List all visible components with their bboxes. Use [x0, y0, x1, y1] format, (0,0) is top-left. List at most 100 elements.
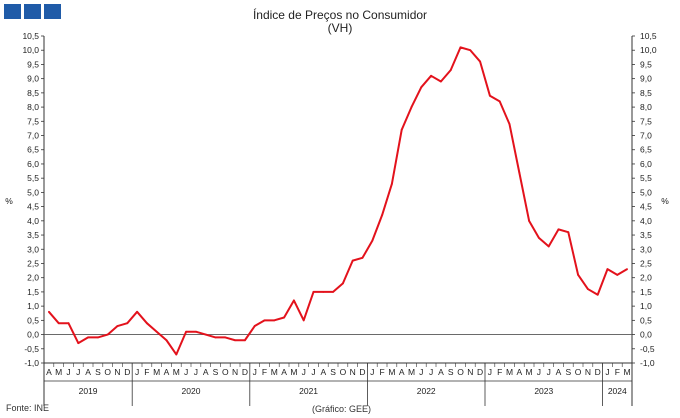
month-tick-label: D: [359, 367, 365, 377]
data-point: [577, 273, 579, 276]
y-tick-label-left: 9,5: [27, 59, 39, 69]
month-tick-label: M: [408, 367, 415, 377]
y-tick-label-left: 3,0: [27, 244, 39, 254]
month-tick-label: S: [95, 367, 101, 377]
data-point: [469, 49, 472, 52]
source-note: Fonte: INE: [6, 403, 50, 413]
month-tick-label: M: [506, 367, 513, 377]
y-tick-label-right: 5,5: [640, 173, 652, 183]
data-point: [410, 106, 413, 108]
y-tick-label-right: 3,0: [640, 244, 652, 254]
month-tick-label: A: [85, 367, 91, 377]
y-tick-label-left: 5,0: [27, 187, 39, 197]
y-tick-label-left: 7,0: [27, 131, 39, 141]
data-point: [420, 86, 423, 89]
data-point: [293, 299, 295, 302]
data-point: [547, 245, 550, 248]
year-tick-label: 2020: [182, 386, 201, 396]
month-tick-label: F: [144, 367, 149, 377]
month-tick-label: D: [242, 367, 248, 377]
data-point: [508, 123, 511, 126]
month-tick-label: A: [164, 367, 170, 377]
month-tick-label: J: [547, 367, 551, 377]
data-point: [332, 291, 334, 293]
data-point: [489, 94, 491, 97]
data-point: [244, 339, 246, 342]
y-axis-right: -1,0 -0,5 0,0 0,5 1,0 1,5 2,0 2,5 3,0 3,5 4,0 4,5 5,…: [632, 31, 669, 368]
data-point: [498, 100, 501, 103]
data-point: [224, 336, 227, 339]
year-tick-label: 2019: [79, 386, 98, 396]
data-point: [449, 69, 452, 72]
month-tick-label: J: [311, 367, 315, 377]
data-point: [116, 325, 119, 327]
data-point: [626, 268, 628, 271]
y-tick-label-left: 4,0: [27, 216, 39, 226]
month-tick-label: F: [262, 367, 267, 377]
month-tick-label: J: [66, 367, 70, 377]
y-tick-label-left: 0,0: [27, 330, 39, 340]
month-tick-label: M: [55, 367, 62, 377]
y-tick-label-left: 5,5: [27, 173, 39, 183]
data-point: [361, 256, 364, 259]
y-tick-label-right: 2,0: [640, 273, 652, 283]
y-axis-label-right: %: [661, 196, 669, 206]
data-point: [185, 330, 188, 333]
year-tick-label: 2022: [417, 386, 436, 396]
data-point: [283, 316, 285, 319]
y-axis-left: -1,0 -0,5 0,0 0,5 1,0 1,5 2,0 2,5 3,0 3,5 4,0 4,5 5,…: [5, 31, 44, 368]
logo-block: [44, 4, 61, 19]
data-point: [400, 128, 403, 131]
month-tick-label: N: [114, 367, 120, 377]
data-point: [351, 259, 354, 262]
month-tick-label: D: [124, 367, 130, 377]
month-tick-label: O: [222, 367, 229, 377]
month-tick-label: A: [516, 367, 522, 377]
data-point: [165, 339, 168, 342]
month-tick-label: J: [370, 367, 374, 377]
y-tick-label-left: 6,0: [27, 159, 39, 169]
month-tick-label: A: [203, 367, 209, 377]
data-point: [430, 74, 432, 77]
y-tick-label-right: 1,5: [640, 287, 652, 297]
month-tick-label: M: [624, 367, 631, 377]
month-tick-label: M: [290, 367, 297, 377]
month-tick-label: A: [320, 367, 326, 377]
y-tick-label-left: 9,0: [27, 74, 39, 84]
data-point: [234, 339, 237, 342]
month-tick-label: O: [340, 367, 347, 377]
data-point: [67, 322, 70, 325]
y-tick-label-right: -1,0: [640, 358, 655, 368]
y-tick-label-left: -1,0: [24, 358, 39, 368]
data-point: [263, 319, 266, 322]
month-tick-label: J: [135, 367, 139, 377]
y-tick-label-left: 2,0: [27, 273, 39, 283]
y-tick-label-left: 8,5: [27, 88, 39, 98]
month-tick-label: O: [457, 367, 464, 377]
y-tick-label-right: 4,0: [640, 216, 652, 226]
data-point: [440, 80, 442, 83]
month-tick-label: A: [399, 367, 405, 377]
month-tick-label: O: [104, 367, 111, 377]
chart-title: Índice de Preços no Consumidor: [252, 8, 428, 22]
y-tick-label-left: -0,5: [24, 344, 39, 354]
month-tick-label: F: [615, 367, 620, 377]
month-tick-label: S: [565, 367, 571, 377]
month-tick-label: D: [477, 367, 483, 377]
month-tick-label: J: [429, 367, 433, 377]
month-tick-label: J: [253, 367, 257, 377]
month-tick-label: F: [497, 367, 502, 377]
data-point: [322, 291, 325, 293]
month-tick-label: A: [438, 367, 444, 377]
chart-credit: (Gráfico: GEE): [312, 404, 372, 414]
month-tick-label: D: [595, 367, 601, 377]
data-point: [97, 336, 99, 339]
data-point: [273, 319, 276, 322]
y-tick-label-left: 8,0: [27, 102, 39, 112]
y-tick-label-right: 0,0: [640, 330, 652, 340]
data-point: [459, 46, 462, 49]
month-tick-label: N: [467, 367, 473, 377]
data-point: [77, 342, 80, 344]
